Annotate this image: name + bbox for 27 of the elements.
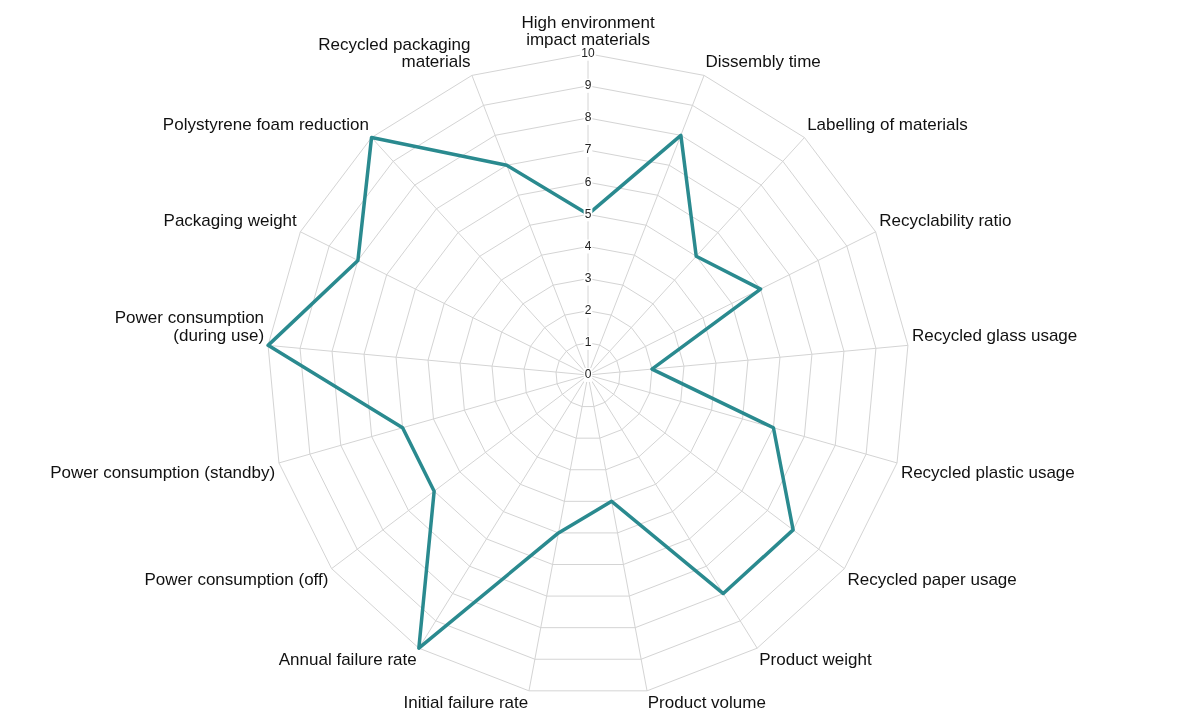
spoke-label: Polystyrene foam reduction bbox=[162, 115, 369, 135]
spoke-label: Product volume bbox=[647, 693, 766, 713]
y-tick-label: 1 bbox=[584, 335, 592, 350]
spoke-label: Annual failure rate bbox=[278, 650, 417, 670]
spoke-label: Recycled paper usage bbox=[847, 569, 1017, 589]
y-tick-label: 2 bbox=[584, 303, 592, 318]
spoke-label: Labelling of materials bbox=[807, 115, 968, 135]
y-tick-label: 6 bbox=[584, 174, 592, 189]
y-tick-label: 9 bbox=[584, 78, 592, 93]
spoke-label: Recycled packaging materials bbox=[318, 34, 471, 72]
spoke-label: Dissembly time bbox=[705, 52, 821, 72]
spoke-label: Power consumption (off) bbox=[144, 569, 329, 589]
spoke-label: Initial failure rate bbox=[403, 693, 529, 713]
spoke-label: Power consumption (standby) bbox=[50, 462, 276, 482]
y-tick-label: 4 bbox=[584, 238, 592, 253]
y-tick-label: 0 bbox=[584, 367, 592, 382]
spoke-label: Recycled glass usage bbox=[911, 325, 1078, 345]
spoke-label: Product weight bbox=[759, 650, 872, 670]
spoke-label: Recyclability ratio bbox=[879, 210, 1012, 230]
y-tick-label: 3 bbox=[584, 270, 592, 285]
spoke-label: Packaging weight bbox=[163, 210, 298, 230]
y-tick-label: 5 bbox=[584, 206, 592, 221]
spoke-label: Power consumption (during use) bbox=[114, 307, 265, 345]
y-tick-label: 7 bbox=[584, 142, 592, 157]
y-tick-label: 10 bbox=[581, 46, 595, 61]
y-tick-label: 8 bbox=[584, 110, 592, 125]
spoke-label: Recycled plastic usage bbox=[900, 462, 1075, 482]
